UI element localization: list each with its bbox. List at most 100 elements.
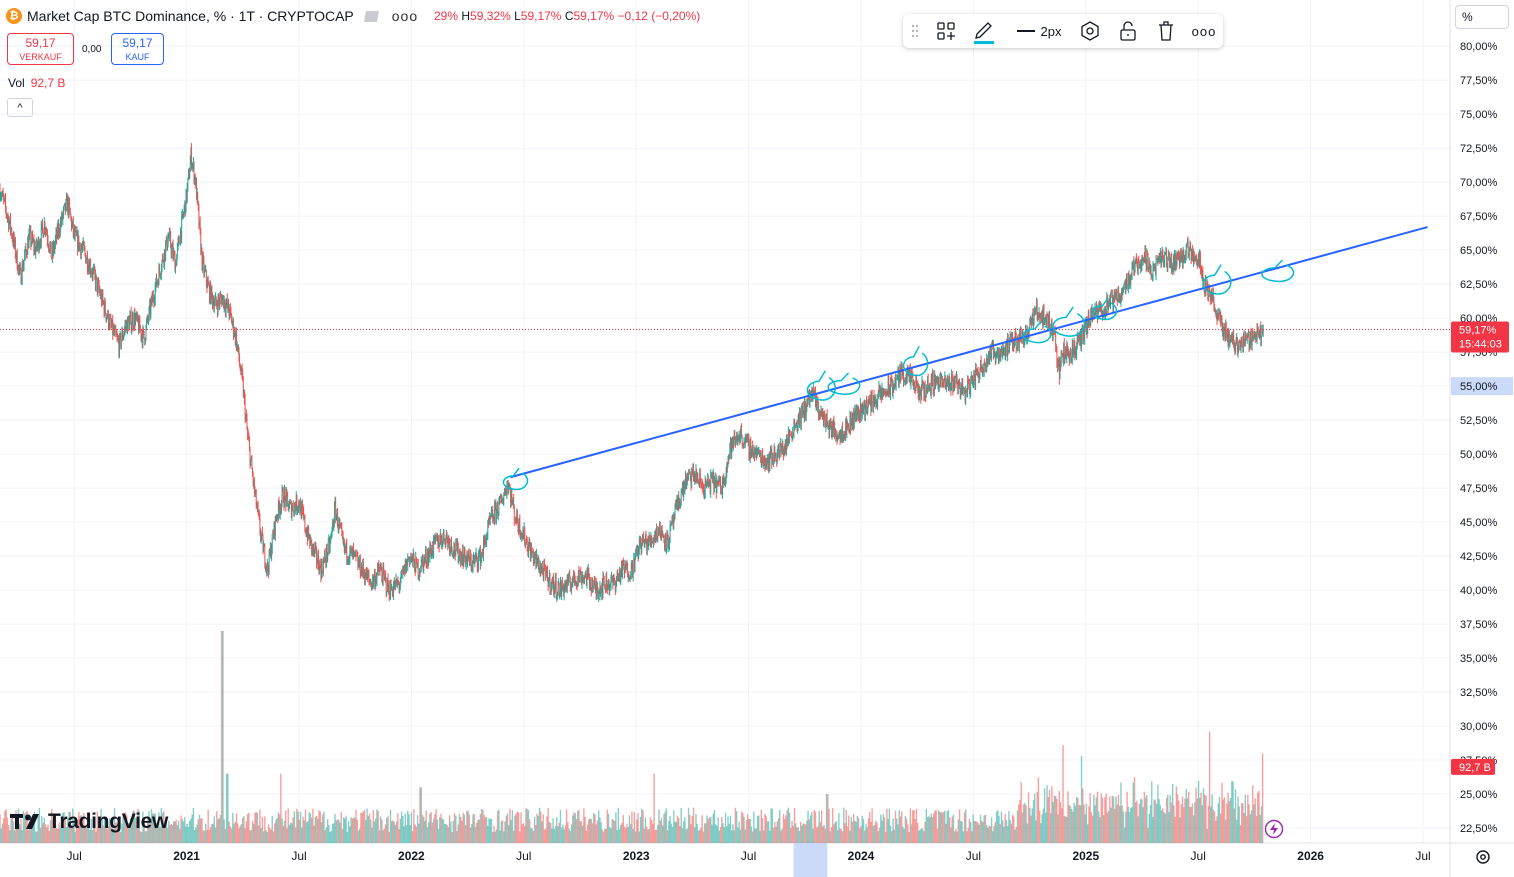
candle-body xyxy=(84,248,86,254)
volume-bar xyxy=(341,828,344,843)
volume-bar xyxy=(573,812,575,843)
volume-bar xyxy=(281,818,283,843)
volume-bar xyxy=(899,816,902,843)
candle-body xyxy=(796,424,798,431)
volume-bar xyxy=(1043,788,1046,843)
candle-body xyxy=(151,296,153,303)
candle-body xyxy=(754,449,756,457)
candle-body xyxy=(609,585,611,590)
volume-bar xyxy=(193,830,196,843)
candle-body xyxy=(722,475,724,481)
candle-body xyxy=(735,439,736,444)
candle-body xyxy=(252,469,253,475)
volume-bar xyxy=(527,809,530,843)
candle-body xyxy=(852,413,854,426)
candle-body xyxy=(995,356,997,362)
volume-bar xyxy=(1001,820,1004,843)
candle-body xyxy=(725,472,727,479)
candle-body xyxy=(91,273,93,274)
volume-bar xyxy=(511,810,514,843)
candle-body xyxy=(26,254,28,255)
volume-bar xyxy=(900,811,903,843)
candle-body xyxy=(41,223,43,227)
candle-body xyxy=(314,546,316,550)
volume-bar xyxy=(680,807,682,843)
candle-body xyxy=(893,386,895,389)
candle-body xyxy=(710,475,712,493)
candle-body xyxy=(501,498,503,503)
candle-body xyxy=(841,426,843,440)
candle-body xyxy=(1055,332,1057,346)
candle-body xyxy=(109,318,111,319)
candle-body xyxy=(752,456,754,459)
candle-body xyxy=(453,544,455,555)
candle-body xyxy=(937,379,939,384)
candle-body xyxy=(64,202,66,212)
volume-bar xyxy=(995,811,998,843)
volume-bar xyxy=(851,821,854,843)
candle-body xyxy=(248,437,250,442)
candle-body xyxy=(99,290,101,293)
candle-body xyxy=(318,568,320,574)
candle-body xyxy=(132,316,134,327)
candle-body xyxy=(438,539,439,548)
candle-body xyxy=(18,265,19,273)
volume-bar xyxy=(877,831,879,843)
candle-body xyxy=(626,562,627,570)
candle-body xyxy=(927,379,928,390)
volume-bar xyxy=(1054,795,1057,843)
candle-body xyxy=(614,578,616,584)
candle-body xyxy=(971,376,973,378)
volume-bar xyxy=(6,817,9,843)
volume-bar xyxy=(10,818,12,843)
volume-bar xyxy=(493,825,495,843)
candle-body xyxy=(690,479,692,486)
candle-body xyxy=(220,296,221,297)
candle-body xyxy=(512,501,513,503)
candle-body xyxy=(816,395,818,409)
candle-body xyxy=(753,448,755,459)
candle-body xyxy=(795,425,797,428)
volume-bar xyxy=(439,817,441,843)
candle-body xyxy=(193,162,195,182)
candle-body xyxy=(1072,344,1074,353)
volume-bar xyxy=(1153,799,1155,843)
candle-body xyxy=(1177,255,1178,257)
candle-body xyxy=(1144,257,1145,259)
volume-bar xyxy=(1042,808,1045,843)
candle-body xyxy=(347,559,349,562)
volume-bar xyxy=(1212,809,1215,843)
candle-body xyxy=(856,409,858,419)
candle-body xyxy=(1006,342,1007,346)
candle-body xyxy=(770,449,772,452)
candle-body xyxy=(237,344,239,350)
candle-body xyxy=(633,558,635,574)
candle-body xyxy=(504,491,505,495)
candle-body xyxy=(435,535,436,540)
candle-body xyxy=(446,534,448,538)
volume-bar xyxy=(319,811,321,843)
candle-body xyxy=(110,318,112,325)
candle-body xyxy=(506,484,508,496)
volume-bar xyxy=(239,825,241,843)
candle-body xyxy=(925,388,927,398)
volume-bar xyxy=(1192,815,1195,843)
volume-bar xyxy=(521,824,523,843)
volume-bar xyxy=(1128,812,1131,843)
candle-body xyxy=(1135,258,1137,262)
volume-bar xyxy=(924,821,926,843)
volume-bar xyxy=(222,630,224,843)
candle-body xyxy=(1118,288,1119,301)
candle-body xyxy=(749,440,751,458)
candle-body xyxy=(284,490,286,496)
candle-body xyxy=(566,577,568,590)
candle-body xyxy=(530,546,532,559)
volume-bar xyxy=(623,826,626,843)
volume-bar xyxy=(910,824,913,843)
candle-body xyxy=(1160,251,1162,267)
volume-bar xyxy=(165,821,167,843)
candle-body xyxy=(2,191,3,195)
candle-body xyxy=(575,580,577,583)
candle-body xyxy=(233,319,234,336)
